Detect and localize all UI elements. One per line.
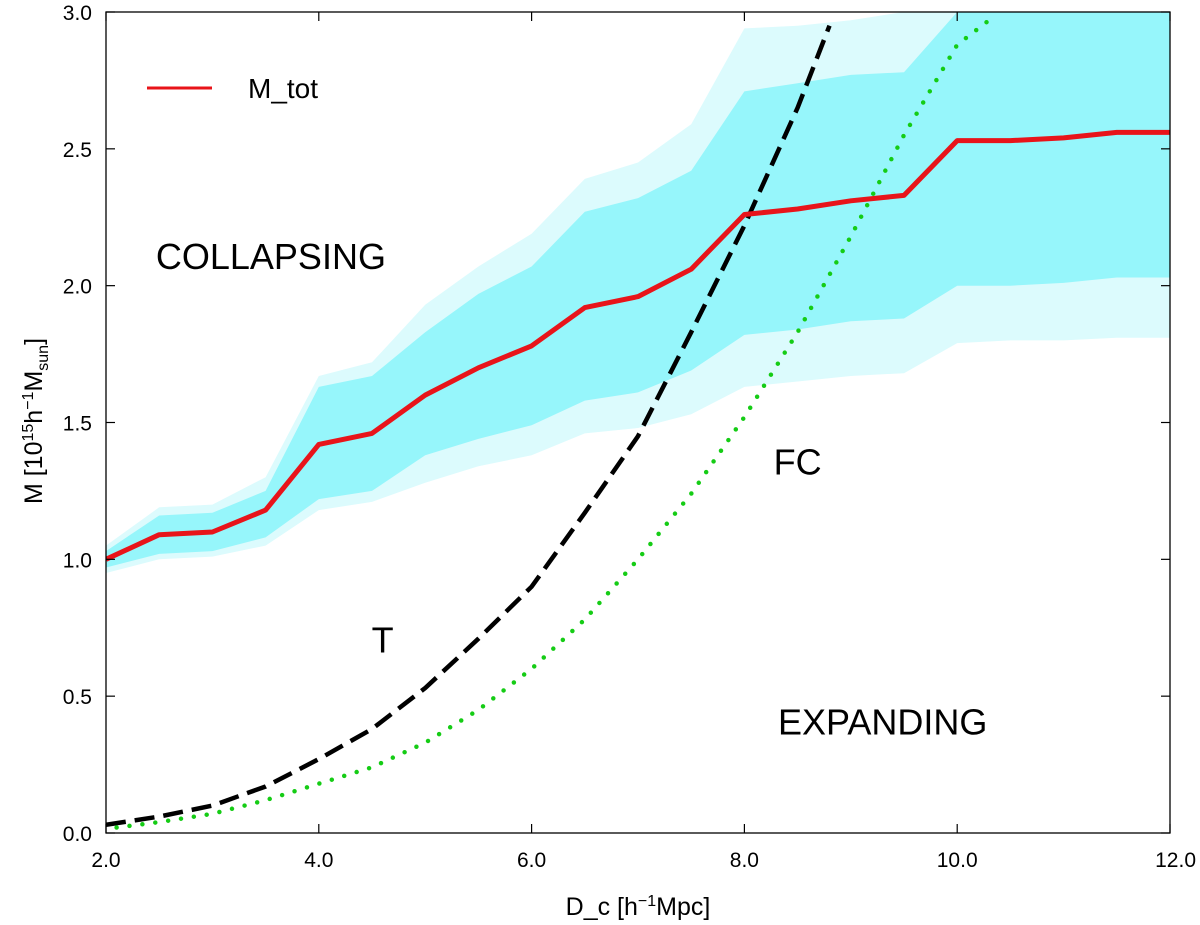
x-tick-label: 2.0 (91, 849, 120, 872)
band-inner-band (106, 12, 1170, 568)
axis-ticks: 2.0 4.0 6.0 8.0 10.0 12.0 0.0 0.5 1.0 1.5 2.0 2.5 3.… (63, 2, 1196, 872)
y-axis-title: M [1015h−1Msun] (20, 338, 52, 504)
y-tick-label: 2.0 (63, 276, 92, 299)
annotation-expanding: EXPANDING (778, 701, 987, 742)
x-tick-label: 8.0 (730, 849, 759, 872)
curve-fc (114, 17, 992, 830)
y-tick-label: 0.0 (63, 823, 92, 846)
legend: M_tot (147, 73, 318, 104)
x-tick-label: 4.0 (304, 849, 333, 872)
y-tick-label: 2.5 (63, 139, 92, 162)
region-annotations: COLLAPSING T FC EXPANDING (156, 236, 988, 742)
y-tick-label: 0.5 (63, 686, 92, 709)
x-tick-label: 12.0 (1155, 849, 1196, 872)
y-tick-label: 1.5 (63, 413, 92, 436)
annotation-fc: FC (774, 441, 822, 482)
y-tick-label: 1.0 (63, 549, 92, 572)
x-tick-label: 10.0 (937, 849, 978, 872)
legend-label-m-tot: M_tot (248, 73, 318, 104)
model-curves (106, 17, 992, 830)
x-axis-title: D_c [h−1Mpc] (566, 893, 711, 921)
y-tick-label: 3.0 (63, 2, 92, 25)
annotation-collapsing: COLLAPSING (156, 236, 386, 277)
x-tick-label: 6.0 (517, 849, 546, 872)
series-m-tot (106, 129, 1170, 562)
data-series (106, 129, 1170, 562)
curve-t (106, 24, 832, 828)
annotation-t: T (372, 619, 394, 660)
